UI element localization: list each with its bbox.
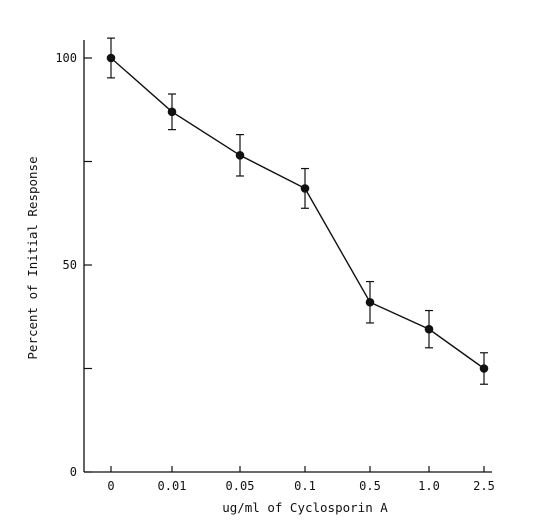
data-point xyxy=(167,107,177,117)
x-tick-label: 0.01 xyxy=(158,479,187,493)
axes xyxy=(83,40,492,473)
x-tick-label: 0.05 xyxy=(226,479,255,493)
x-axis-title: ug/ml of Cyclosporin A xyxy=(222,500,388,515)
x-tick-label: 2.5 xyxy=(473,479,495,493)
data-point xyxy=(300,184,310,193)
y-tick-label: 100 xyxy=(55,51,77,65)
x-ticks: 0 0.01 0.05 0.1 0.5 1.0 2.5 xyxy=(107,466,495,493)
series xyxy=(106,37,489,385)
y-tick-label: 50 xyxy=(63,258,77,272)
y-tick-label: 0 xyxy=(70,465,77,479)
series-line xyxy=(110,57,485,370)
y-ticks: 0 50 100 xyxy=(55,51,92,479)
y-axis-title: Percent of Initial Response xyxy=(25,156,40,359)
x-tick-label: 0 xyxy=(107,479,114,493)
data-point xyxy=(424,324,434,334)
x-tick-label: 1.0 xyxy=(418,479,440,493)
data-point xyxy=(235,150,245,160)
x-tick-label: 0.5 xyxy=(359,479,381,493)
data-point xyxy=(365,297,375,307)
data-point xyxy=(479,364,489,373)
x-tick-label: 0.1 xyxy=(294,479,316,493)
data-point xyxy=(106,53,116,63)
